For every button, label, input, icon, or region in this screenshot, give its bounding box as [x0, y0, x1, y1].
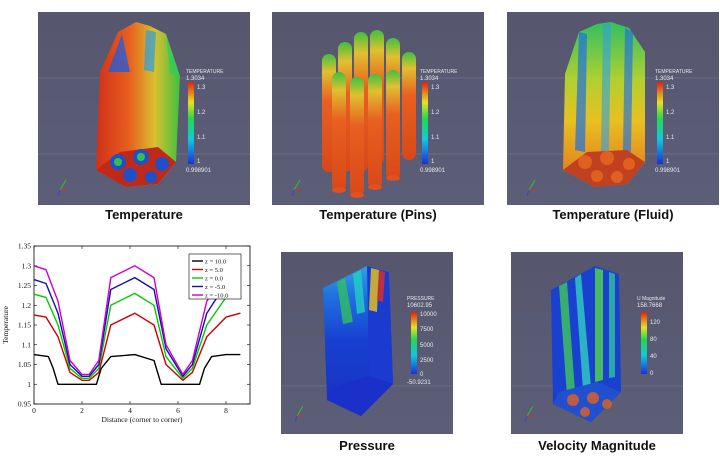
svg-text:1.3: 1.3: [666, 85, 675, 91]
axes-triad-icon: [57, 179, 68, 197]
svg-text:TEMPERATURE: TEMPERATURE: [655, 69, 693, 75]
svg-text:U Magnitude: U Magnitude: [637, 296, 666, 302]
series-line: [33, 276, 241, 378]
x-tick-label: 0: [32, 406, 36, 415]
y-axis-label: Temperature: [1, 305, 10, 343]
svg-text:0.998901: 0.998901: [186, 168, 212, 174]
temperature-fluid-shape: [563, 22, 645, 187]
svg-text:7500: 7500: [420, 327, 434, 333]
y-tick-label: 1.2: [22, 301, 32, 310]
x-tick-label: 2: [80, 406, 84, 415]
series-line: [33, 265, 241, 376]
axes-triad-icon: [524, 405, 535, 423]
svg-text:TEMPERATURE: TEMPERATURE: [420, 69, 458, 75]
temperature-pins-shape: [322, 30, 416, 198]
y-tick-label: 1.3: [22, 261, 32, 270]
svg-text:1.2: 1.2: [431, 110, 440, 116]
series-line: [33, 353, 241, 386]
temperature-pins-caption: Temperature (Pins): [319, 207, 437, 222]
colorbar: [641, 312, 647, 374]
legend-label: z = 10.0: [205, 259, 226, 266]
series-line: [33, 292, 241, 380]
svg-text:5000: 5000: [420, 343, 434, 349]
y-tick-label: 1.15: [18, 321, 31, 330]
x-axis-label: Distance (corner to corner): [102, 415, 184, 424]
svg-text:1.1: 1.1: [666, 135, 675, 141]
pressure-render-panel: PRESSURE 10602.95 10000 7500 5000 2500 0…: [281, 252, 453, 434]
svg-text:2500: 2500: [420, 358, 434, 364]
svg-text:1: 1: [197, 159, 201, 165]
colorbar: [411, 312, 417, 374]
temperature-caption: Temperature: [105, 207, 183, 222]
pressure-domain-shape: [323, 266, 393, 416]
temperature-fluid-caption: Temperature (Fluid): [552, 207, 674, 222]
svg-text:1.2: 1.2: [197, 110, 206, 116]
svg-text:80: 80: [650, 337, 657, 343]
axes-triad-icon: [526, 179, 537, 197]
temperature-bundle-shape: [96, 22, 180, 187]
svg-text:1: 1: [666, 159, 670, 165]
svg-text:1.1: 1.1: [197, 135, 206, 141]
svg-text:0.998901: 0.998901: [420, 168, 446, 174]
velocity-magnitude-render-panel: U Magnitude 158.7668 120 80 40 0: [511, 252, 683, 434]
svg-text:1.3: 1.3: [197, 85, 206, 91]
temperature-render-panel: TEMPERATURE 1.3034 1.3 1.2 1.1 1 0.99890…: [38, 12, 250, 205]
legend-label: z = -10.0: [205, 293, 228, 300]
legend-label: z = -5.0: [205, 284, 225, 291]
svg-text:10000: 10000: [420, 312, 437, 318]
colorbar: [188, 82, 194, 164]
velocity-magnitude-caption: Velocity Magnitude: [538, 438, 656, 453]
svg-text:40: 40: [650, 354, 657, 360]
y-tick-label: 1: [27, 380, 31, 389]
svg-text:1.3034: 1.3034: [420, 76, 439, 82]
legend-label: z = 5.0: [205, 267, 223, 274]
svg-text:10602.95: 10602.95: [407, 303, 433, 309]
temperature-fluid-render-panel: TEMPERATURE 1.3034 1.3 1.2 1.1 1 0.99890…: [507, 12, 719, 205]
svg-text:1: 1: [431, 159, 435, 165]
legend-label: z = 0.0: [205, 276, 223, 283]
pressure-caption: Pressure: [339, 438, 395, 453]
svg-text:PRESSURE: PRESSURE: [407, 296, 435, 302]
svg-text:TEMPERATURE: TEMPERATURE: [186, 69, 224, 75]
x-tick-label: 6: [176, 406, 180, 415]
x-tick-label: 4: [128, 406, 132, 415]
axes-triad-icon: [294, 405, 305, 423]
y-tick-label: 1.35: [18, 242, 31, 251]
temperature-profile-chart: 0.95 1 1.05 1.1 1.15 1.2 1.25 1.3 1.35 0 2 4 6 8 Dista…: [0, 238, 262, 456]
y-tick-label: 1.1: [22, 340, 32, 349]
axes-triad-icon: [291, 179, 302, 197]
colorbar: [422, 82, 428, 164]
svg-text:0.998901: 0.998901: [655, 168, 681, 174]
temperature-pins-render-panel: TEMPERATURE 1.3034 1.3 1.2 1.1 1 0.99890…: [272, 12, 484, 205]
svg-text:1.3034: 1.3034: [186, 76, 205, 82]
svg-text:158.7668: 158.7668: [637, 303, 663, 309]
svg-text:1.2: 1.2: [666, 110, 675, 116]
svg-text:1.3: 1.3: [431, 85, 440, 91]
svg-text:0: 0: [420, 372, 424, 378]
y-tick-label: 0.95: [18, 400, 31, 409]
svg-text:120: 120: [650, 320, 661, 326]
y-tick-label: 1.05: [18, 360, 31, 369]
velocity-domain-shape: [551, 266, 621, 422]
svg-text:0: 0: [650, 371, 654, 377]
x-tick-label: 8: [224, 406, 228, 415]
y-tick-label: 1.25: [18, 281, 31, 290]
colorbar: [657, 82, 663, 164]
svg-text:1.3034: 1.3034: [655, 76, 674, 82]
svg-text:-50.9231: -50.9231: [407, 380, 431, 386]
svg-text:1.1: 1.1: [431, 135, 440, 141]
series-line: [33, 312, 241, 382]
